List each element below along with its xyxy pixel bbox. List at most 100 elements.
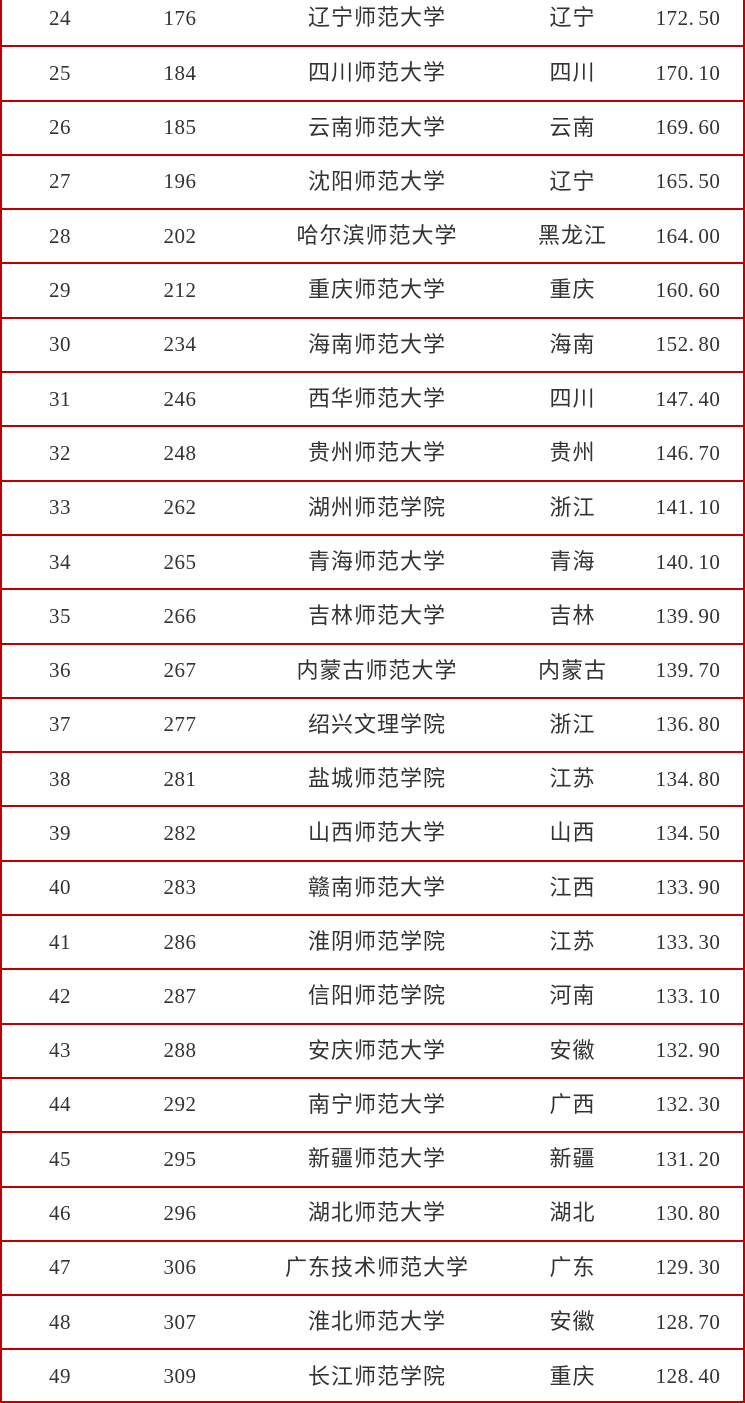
cell-university-name: 海南师范大学 xyxy=(242,317,512,374)
cell-rank: 42 xyxy=(2,969,118,1025)
cell-national-rank: 295 xyxy=(118,1132,242,1188)
cell-rank: 28 xyxy=(2,209,118,265)
cell-rank: 25 xyxy=(2,46,118,102)
cell-score: 130. 80 xyxy=(633,1186,743,1242)
cell-province: 江苏 xyxy=(512,752,633,808)
cell-university-name: 绍兴文理学院 xyxy=(242,697,512,754)
cell-province: 辽宁 xyxy=(512,154,633,211)
cell-score: 164. 00 xyxy=(633,209,743,265)
cell-university-name: 湖州师范学院 xyxy=(242,480,512,536)
cell-province: 浙江 xyxy=(512,697,633,754)
cell-province: 贵州 xyxy=(512,426,633,482)
cell-national-rank: 286 xyxy=(118,915,242,971)
table-row: 38 281 盐城师范学院 江苏 134. 80 xyxy=(2,752,743,808)
cell-rank: 31 xyxy=(2,372,118,428)
table-row: 47 306 广东技术师范大学 广东 129. 30 xyxy=(2,1240,743,1297)
cell-rank: 34 xyxy=(2,534,118,591)
cell-university-name: 西华师范大学 xyxy=(242,372,512,428)
cell-province: 云南 xyxy=(512,100,633,156)
cell-university-name: 沈阳师范大学 xyxy=(242,154,512,211)
table-row: 46 296 湖北师范大学 湖北 130. 80 xyxy=(2,1186,743,1242)
table-row: 33 262 湖州师范学院 浙江 141. 10 xyxy=(2,480,743,536)
cell-score: 140. 10 xyxy=(633,534,743,591)
table-row: 45 295 新疆师范大学 新疆 131. 20 xyxy=(2,1132,743,1188)
table-row: 32 248 贵州师范大学 贵州 146. 70 xyxy=(2,426,743,482)
table-row: 49 309 长江师范学院 重庆 128. 40 xyxy=(2,1349,743,1401)
cell-university-name: 云南师范大学 xyxy=(242,100,512,156)
cell-score: 139. 70 xyxy=(633,643,743,699)
cell-score: 146. 70 xyxy=(633,426,743,482)
cell-university-name: 青海师范大学 xyxy=(242,534,512,591)
table-row: 26 185 云南师范大学 云南 169. 60 xyxy=(2,100,743,156)
cell-rank: 48 xyxy=(2,1295,118,1351)
cell-university-name: 淮北师范大学 xyxy=(242,1295,512,1351)
cell-rank: 29 xyxy=(2,263,118,319)
cell-province: 黑龙江 xyxy=(512,209,633,265)
cell-national-rank: 176 xyxy=(118,0,242,48)
table-row: 48 307 淮北师范大学 安徽 128. 70 xyxy=(2,1295,743,1351)
cell-province: 江苏 xyxy=(512,915,633,971)
cell-score: 132. 90 xyxy=(633,1023,743,1079)
cell-province: 浙江 xyxy=(512,480,633,536)
cell-national-rank: 212 xyxy=(118,263,242,319)
cell-university-name: 重庆师范大学 xyxy=(242,263,512,319)
cell-province: 青海 xyxy=(512,534,633,591)
cell-national-rank: 281 xyxy=(118,752,242,808)
cell-national-rank: 196 xyxy=(118,154,242,211)
cell-rank: 33 xyxy=(2,480,118,536)
cell-province: 吉林 xyxy=(512,589,633,645)
table-row: 36 267 内蒙古师范大学 内蒙古 139. 70 xyxy=(2,643,743,699)
cell-university-name: 信阳师范学院 xyxy=(242,969,512,1025)
cell-national-rank: 234 xyxy=(118,317,242,374)
cell-university-name: 淮阴师范学院 xyxy=(242,915,512,971)
cell-province: 新疆 xyxy=(512,1132,633,1188)
cell-province: 广西 xyxy=(512,1077,633,1134)
cell-national-rank: 287 xyxy=(118,969,242,1025)
cell-score: 172. 50 xyxy=(633,0,743,48)
cell-rank: 43 xyxy=(2,1023,118,1079)
cell-rank: 39 xyxy=(2,806,118,862)
cell-province: 广东 xyxy=(512,1240,633,1297)
table-row: 25 184 四川师范大学 四川 170. 10 xyxy=(2,46,743,102)
cell-university-name: 广东技术师范大学 xyxy=(242,1240,512,1297)
cell-university-name: 新疆师范大学 xyxy=(242,1132,512,1188)
cell-score: 133. 30 xyxy=(633,915,743,971)
table-row: 28 202 哈尔滨师范大学 黑龙江 164. 00 xyxy=(2,209,743,265)
table-row: 29 212 重庆师范大学 重庆 160. 60 xyxy=(2,263,743,319)
table-row: 39 282 山西师范大学 山西 134. 50 xyxy=(2,806,743,862)
table-row: 35 266 吉林师范大学 吉林 139. 90 xyxy=(2,589,743,645)
table-row: 37 277 绍兴文理学院 浙江 136. 80 xyxy=(2,697,743,754)
cell-university-name: 贵州师范大学 xyxy=(242,426,512,482)
cell-university-name: 赣南师范大学 xyxy=(242,860,512,917)
cell-university-name: 吉林师范大学 xyxy=(242,589,512,645)
cell-university-name: 四川师范大学 xyxy=(242,46,512,102)
cell-score: 160. 60 xyxy=(633,263,743,319)
table-row: 30 234 海南师范大学 海南 152. 80 xyxy=(2,317,743,374)
cell-score: 131. 20 xyxy=(633,1132,743,1188)
cell-university-name: 南宁师范大学 xyxy=(242,1077,512,1134)
cell-score: 128. 70 xyxy=(633,1295,743,1351)
cell-rank: 44 xyxy=(2,1077,118,1134)
cell-rank: 41 xyxy=(2,915,118,971)
cell-score: 128. 40 xyxy=(633,1349,743,1401)
table-row: 24 176 辽宁师范大学 辽宁 172. 50 xyxy=(2,0,743,48)
cell-province: 海南 xyxy=(512,317,633,374)
cell-score: 139. 90 xyxy=(633,589,743,645)
cell-province: 内蒙古 xyxy=(512,643,633,699)
cell-score: 136. 80 xyxy=(633,697,743,754)
table-row: 27 196 沈阳师范大学 辽宁 165. 50 xyxy=(2,154,743,211)
cell-score: 147. 40 xyxy=(633,372,743,428)
cell-score: 170. 10 xyxy=(633,46,743,102)
cell-score: 134. 50 xyxy=(633,806,743,862)
cell-rank: 47 xyxy=(2,1240,118,1297)
cell-province: 湖北 xyxy=(512,1186,633,1242)
cell-university-name: 长江师范学院 xyxy=(242,1349,512,1401)
cell-national-rank: 296 xyxy=(118,1186,242,1242)
cell-university-name: 哈尔滨师范大学 xyxy=(242,209,512,265)
cell-province: 四川 xyxy=(512,372,633,428)
cell-university-name: 湖北师范大学 xyxy=(242,1186,512,1242)
cell-rank: 49 xyxy=(2,1349,118,1401)
cell-national-rank: 248 xyxy=(118,426,242,482)
cell-score: 129. 30 xyxy=(633,1240,743,1297)
